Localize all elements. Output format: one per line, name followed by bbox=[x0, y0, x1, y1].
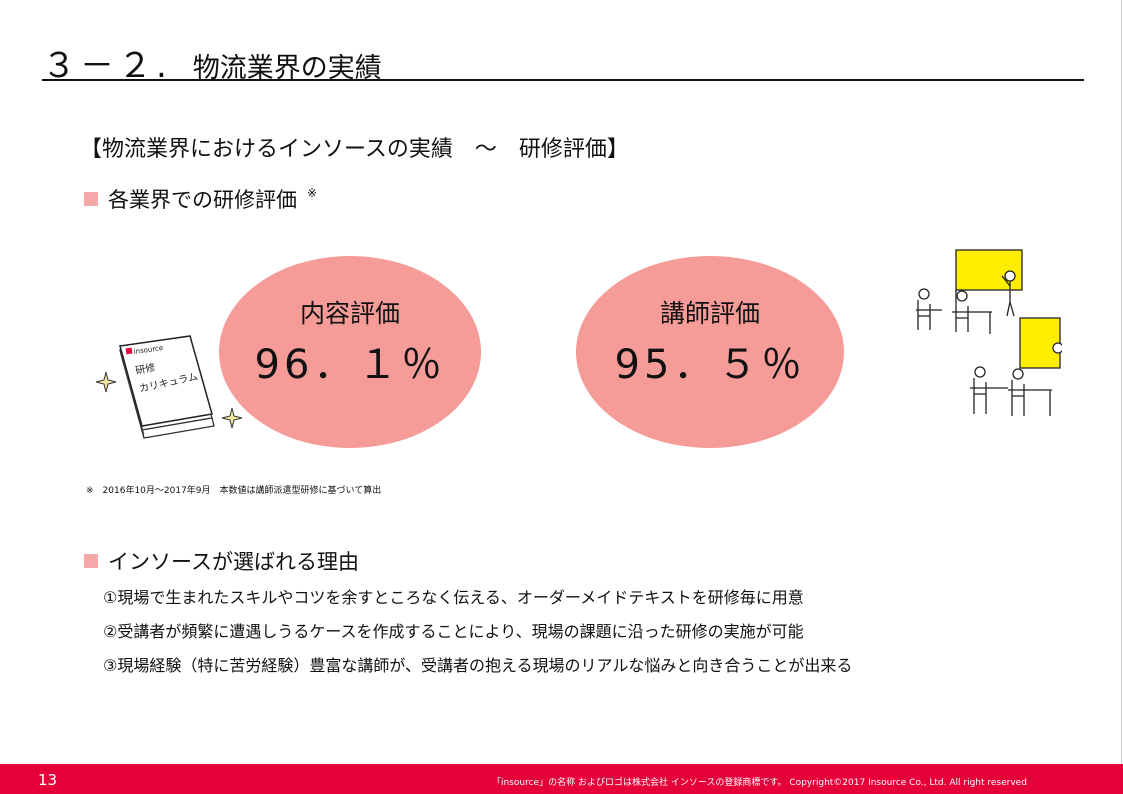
content-evaluation-value: 96．１％ bbox=[254, 342, 446, 388]
footnote: ※ 2016年10月～2017年9月 本数値は講師派遣型研修に基づいて算出 bbox=[86, 486, 382, 496]
bullet-square-icon bbox=[84, 554, 98, 568]
classroom-icon bbox=[916, 249, 1064, 416]
asterisk-mark: ※ bbox=[307, 186, 318, 200]
subtitle: 【物流業界におけるインソースの実績 ～ 研修評価】 bbox=[80, 137, 629, 162]
reasons-heading-text: インソースが選ばれる理由 bbox=[108, 550, 359, 574]
instructor-evaluation-label: 講師評価 bbox=[659, 299, 760, 328]
bullet-square-icon bbox=[84, 192, 98, 206]
evaluation-heading-text: 各業界での研修評価 bbox=[108, 188, 297, 212]
instructor-evaluation-value: 95．５％ bbox=[614, 342, 806, 388]
reasons-heading: インソースが選ばれる理由 bbox=[84, 546, 359, 576]
book-icon: insource 研修 カリキュラム bbox=[95, 335, 243, 439]
slide-border bbox=[1121, 0, 1122, 764]
page-number: 13 bbox=[38, 771, 58, 789]
title-underline bbox=[42, 79, 1084, 81]
reason-item-2: ②受講者が頻繁に遭遇しうるケースを作成することにより、現場の課題に沿った研修の実… bbox=[103, 622, 804, 641]
evaluation-heading: 各業界での研修評価 ※ bbox=[84, 184, 317, 214]
classroom-illustration bbox=[912, 246, 1064, 422]
content-evaluation-label: 内容評価 bbox=[299, 299, 400, 328]
content-evaluation-ellipse: 内容評価 96．１％ bbox=[219, 256, 481, 448]
footer-bar bbox=[0, 764, 1123, 794]
reason-item-1: ①現場で生まれたスキルやコツを余すところなく伝える、オーダーメイドテキストを研修… bbox=[103, 588, 804, 607]
copyright-text: 「insource」の名称 およびロゴは株式会社 インソースの登録商標です。 C… bbox=[492, 778, 1027, 788]
book-title-line1: 研修 bbox=[134, 361, 156, 377]
curriculum-book-illustration: insource 研修 カリキュラム bbox=[94, 330, 244, 445]
instructor-evaluation-ellipse: 講師評価 95．５％ bbox=[576, 256, 844, 448]
title-text: 物流業界の実績 bbox=[192, 53, 382, 84]
reason-item-3: ③現場経験（特に苦労経験）豊富な講師が、受講者の抱える現場のリアルな悩みと向き合… bbox=[103, 656, 853, 675]
